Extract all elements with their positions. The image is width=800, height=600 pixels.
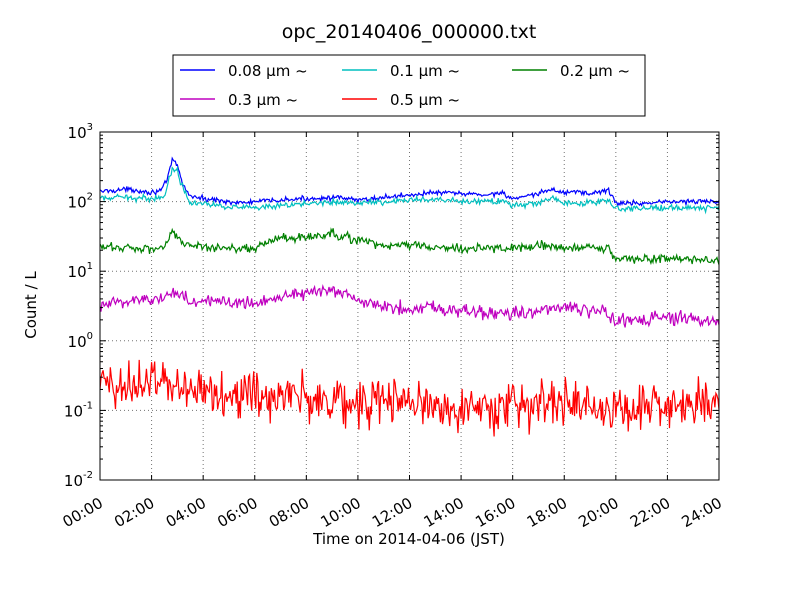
series-line-2 (100, 165, 719, 215)
legend-label: 0.3 μm ~ (228, 91, 298, 109)
series-line-1 (100, 156, 719, 207)
y-tick-label: 10-2 (64, 470, 93, 490)
y-axis-label: Count / L (22, 271, 40, 339)
plot-frame (99, 131, 720, 481)
series-layer (100, 156, 719, 437)
legend: 0.08 μm ~ 0.1 μm ~ 0.2 μm ~ 0.3 μm ~ 0.5 μm … (172, 54, 646, 117)
series-line-4 (100, 283, 719, 328)
chart-title: opc_20140406_000000.txt (282, 21, 537, 43)
legend-label: 0.1 μm ~ (390, 62, 460, 80)
y-tick-label: 100 (68, 331, 93, 351)
x-axis-label: Time on 2014-04-06 (JST) (312, 530, 505, 548)
series-line-3 (100, 227, 719, 266)
legend-label: 0.5 μm ~ (390, 91, 460, 109)
legend-box (172, 54, 646, 117)
legend-label: 0.08 μm ~ (228, 62, 308, 80)
y-tick-label: 10-1 (64, 400, 93, 420)
y-tick-label: 102 (68, 192, 93, 212)
series-line-5 (100, 359, 719, 437)
legend-label: 0.2 μm ~ (560, 62, 630, 80)
y-tick-label: 101 (68, 261, 93, 281)
y-tick-label: 103 (68, 122, 93, 142)
